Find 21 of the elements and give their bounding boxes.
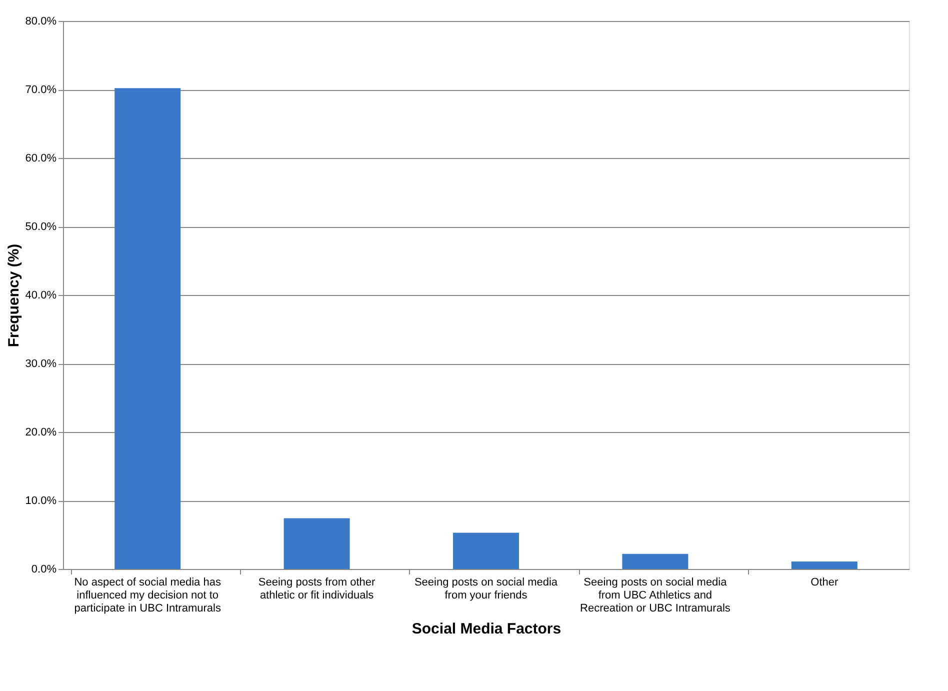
bar: [453, 532, 519, 569]
y-tick-label: 50.0%: [25, 221, 57, 233]
bar: [114, 88, 181, 569]
x-tick-label: Seeing posts from other athletic or fit individuals: [258, 576, 376, 602]
bar: [284, 518, 350, 569]
y-tick-label: 0.0%: [31, 564, 57, 576]
x-tick-label: Seeing posts on social media from your friends: [414, 576, 558, 602]
y-tick-label: 30.0%: [25, 358, 57, 370]
x-tick-label: No aspect of social media has influenced my decision not to participate in UBC Intramurals: [74, 576, 222, 614]
bar: [622, 554, 688, 569]
y-tick-label: 80.0%: [25, 16, 57, 28]
y-tick-label: 70.0%: [25, 84, 57, 96]
y-tick-label: 60.0%: [25, 152, 57, 164]
x-tick-label: Seeing posts on social media from UBC Athletics and Recreation or UBC Intramurals: [580, 576, 731, 614]
x-axis-title: Social Media Factors: [412, 620, 562, 638]
y-tick-label: 10.0%: [25, 495, 57, 507]
y-tick-label: 20.0%: [25, 426, 57, 438]
bar: [791, 561, 858, 569]
x-tick-label: Other: [810, 576, 838, 588]
y-tick-label: 40.0%: [25, 290, 57, 302]
y-axis-title: Frequency (%): [5, 244, 22, 348]
